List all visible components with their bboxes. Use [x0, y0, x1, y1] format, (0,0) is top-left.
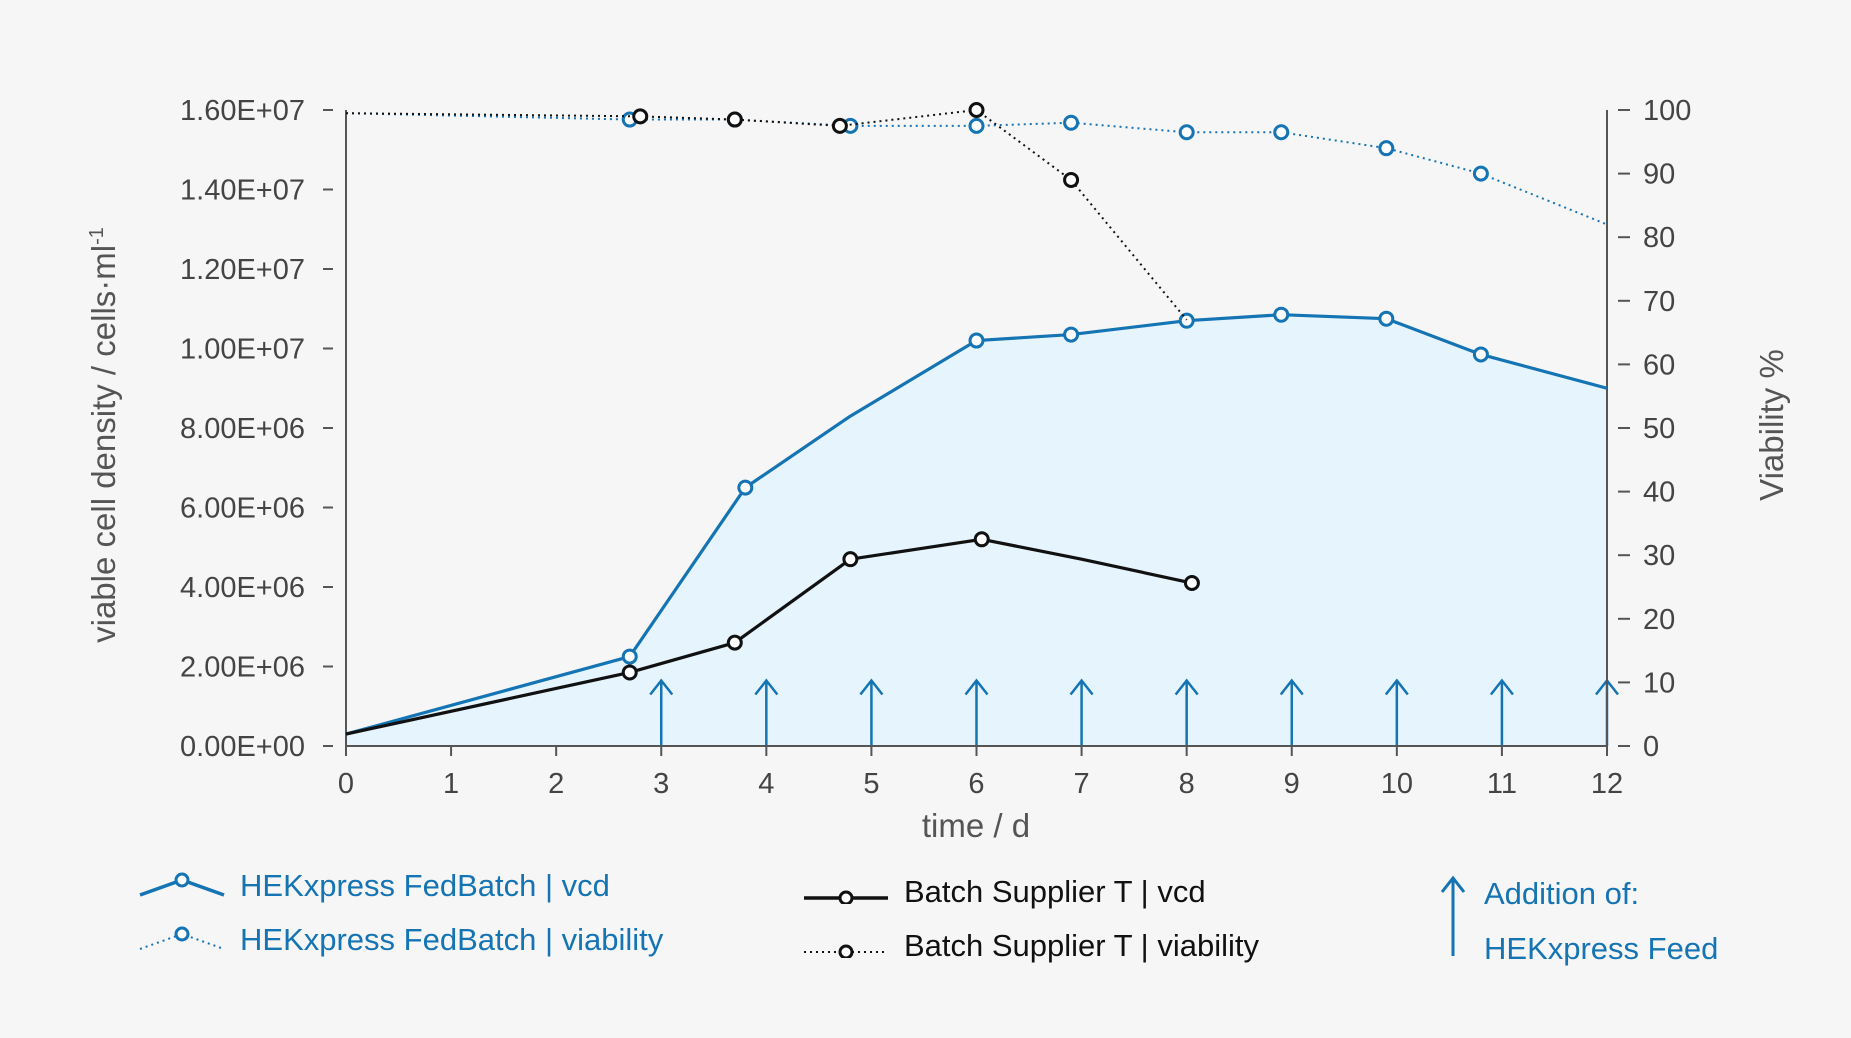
- data-point-hekxpress-fedbatch-vcd: [1472, 346, 1489, 363]
- data-point-hekxpress-fedbatch-viability: [1178, 124, 1195, 141]
- data-point-batch-supplier-t-viability: [1063, 171, 1080, 188]
- legend-label: HEKxpress FedBatch | viability: [240, 922, 664, 957]
- x-tick-label: 10: [1381, 768, 1413, 800]
- y-left-tick-label: 1.40E+07: [180, 175, 305, 207]
- y-left-tick-label: 1.60E+07: [180, 95, 305, 127]
- y-right-tick-label: 0: [1643, 731, 1659, 763]
- data-point-batch-supplier-t-vcd: [973, 531, 990, 548]
- y-right-tick-label: 70: [1643, 286, 1675, 318]
- x-tick-label: 4: [758, 768, 774, 800]
- x-tick-label: 8: [1179, 768, 1195, 800]
- legend-feed-line1: Addition of:: [1484, 876, 1640, 911]
- y-left-tick-label: 2.00E+06: [180, 652, 305, 684]
- legend-swatch-dotted-blue: [139, 926, 225, 950]
- legend-swatch-solid-black: [804, 890, 888, 904]
- feed-arrow-head: [1489, 678, 1514, 696]
- legend-feed-text: Addition of: HEKxpress Feed: [1484, 866, 1718, 976]
- series-line-hekxpress-fedbatch-viability: [345, 112, 1608, 226]
- x-tick-label: 9: [1284, 768, 1300, 800]
- y-right-tick-label: 10: [1643, 667, 1675, 699]
- y-right-axis-title: Viability %: [1753, 349, 1790, 501]
- legend-swatch-solid-blue: [139, 872, 225, 897]
- y-right-tick-label: 60: [1643, 349, 1675, 381]
- data-point-hekxpress-fedbatch-viability: [1378, 140, 1395, 157]
- y-right-tick-label: 50: [1643, 413, 1675, 445]
- feed-arrow-head: [1279, 678, 1304, 696]
- legend-item-batch-vcd: Batch Supplier T | vcd: [802, 874, 1206, 910]
- series-layer: [345, 102, 1608, 736]
- y-left-tick-label: 1.00E+07: [180, 334, 305, 366]
- data-point-hekxpress-fedbatch-vcd: [1273, 306, 1290, 323]
- data-point-hekxpress-fedbatch-viability: [1472, 165, 1489, 182]
- x-tick-label: 5: [863, 768, 879, 800]
- y-left-axis-title: viable cell density / cells·ml-1: [85, 227, 122, 643]
- y-right-tick-label: 100: [1643, 95, 1691, 127]
- feed-arrow-head: [1069, 678, 1094, 696]
- x-tick-label: 11: [1487, 768, 1517, 800]
- x-tick-label: 0: [338, 768, 354, 800]
- x-tick-label: 6: [968, 768, 984, 800]
- area-fill-layer: [346, 314, 1607, 746]
- legend-item-fedbatch-vcd: HEKxpress FedBatch | vcd: [138, 868, 610, 904]
- legend-label: HEKxpress FedBatch | vcd: [240, 868, 610, 903]
- y-right-tick-label: 40: [1643, 477, 1675, 509]
- tick-labels: 0.00E+00 2.00E+06 4.00E+06 6.00E+06 8.00E+06…: [180, 95, 1691, 800]
- legend-item-feed: Addition of: HEKxpress Feed: [1436, 872, 1718, 976]
- data-point-hekxpress-fedbatch-vcd: [737, 479, 754, 496]
- legend-feed-line2: HEKxpress Feed: [1484, 931, 1719, 966]
- y-right-tick-label: 90: [1643, 159, 1675, 191]
- legend-item-fedbatch-viability: HEKxpress FedBatch | viability: [138, 922, 663, 958]
- data-point-hekxpress-fedbatch-vcd: [1063, 326, 1080, 343]
- y-right-tick-label: 80: [1643, 222, 1675, 254]
- y-left-tick-label: 8.00E+06: [180, 413, 305, 445]
- data-point-hekxpress-fedbatch-viability: [968, 117, 985, 134]
- axes: [323, 109, 1630, 756]
- y-left-tick-label: 1.20E+07: [180, 254, 305, 286]
- feed-arrow-head: [964, 678, 989, 696]
- series-line-batch-supplier-t-viability: [345, 109, 1188, 321]
- feed-arrow-head: [859, 678, 884, 696]
- x-tick-label: 12: [1591, 768, 1623, 800]
- data-point-batch-supplier-t-viability: [831, 117, 848, 134]
- y-left-axis-title-sup: -1: [86, 227, 108, 245]
- y-left-tick-label: 0.00E+00: [180, 731, 305, 763]
- legend-swatch-dotted-black: [804, 944, 888, 958]
- data-point-batch-supplier-t-vcd: [1183, 575, 1200, 592]
- data-point-hekxpress-fedbatch-vcd: [1178, 312, 1195, 329]
- data-point-batch-supplier-t-viability: [968, 102, 985, 118]
- data-point-batch-supplier-t-vcd: [842, 551, 859, 568]
- x-tick-label: 2: [548, 768, 564, 800]
- data-point-hekxpress-fedbatch-viability: [1273, 124, 1290, 141]
- data-point-hekxpress-fedbatch-vcd: [621, 648, 638, 665]
- feed-arrow-head: [1174, 678, 1199, 696]
- data-point-batch-supplier-t-viability: [726, 111, 743, 128]
- data-point-hekxpress-fedbatch-vcd: [1378, 310, 1395, 327]
- legend-label: Batch Supplier T | vcd: [904, 874, 1206, 909]
- data-point-batch-supplier-t-viability: [632, 108, 649, 125]
- feed-arrows: [649, 678, 1619, 746]
- x-tick-label: 1: [443, 768, 459, 800]
- data-point-batch-supplier-t-vcd: [621, 664, 638, 681]
- data-point-hekxpress-fedbatch-vcd: [968, 332, 985, 349]
- feed-arrow-head: [649, 678, 674, 696]
- area-fill: [346, 314, 1607, 746]
- x-tick-label: 7: [1074, 768, 1090, 800]
- y-left-tick-label: 4.00E+06: [180, 572, 305, 604]
- y-right-tick-label: 20: [1643, 604, 1675, 636]
- data-point-hekxpress-fedbatch-viability: [1063, 114, 1080, 131]
- data-point-batch-supplier-t-vcd: [726, 634, 743, 651]
- x-tick-label: 3: [653, 768, 669, 800]
- arrow-up-icon: [1440, 875, 1466, 956]
- legend-item-batch-viability: Batch Supplier T | viability: [802, 928, 1259, 964]
- y-left-tick-label: 6.00E+06: [180, 493, 305, 525]
- legend-label: Batch Supplier T | viability: [904, 928, 1259, 963]
- y-right-tick-label: 30: [1643, 540, 1675, 572]
- x-axis-title: time / d: [922, 807, 1030, 844]
- feed-arrow-head: [754, 678, 779, 696]
- feed-arrow-head: [1384, 678, 1409, 696]
